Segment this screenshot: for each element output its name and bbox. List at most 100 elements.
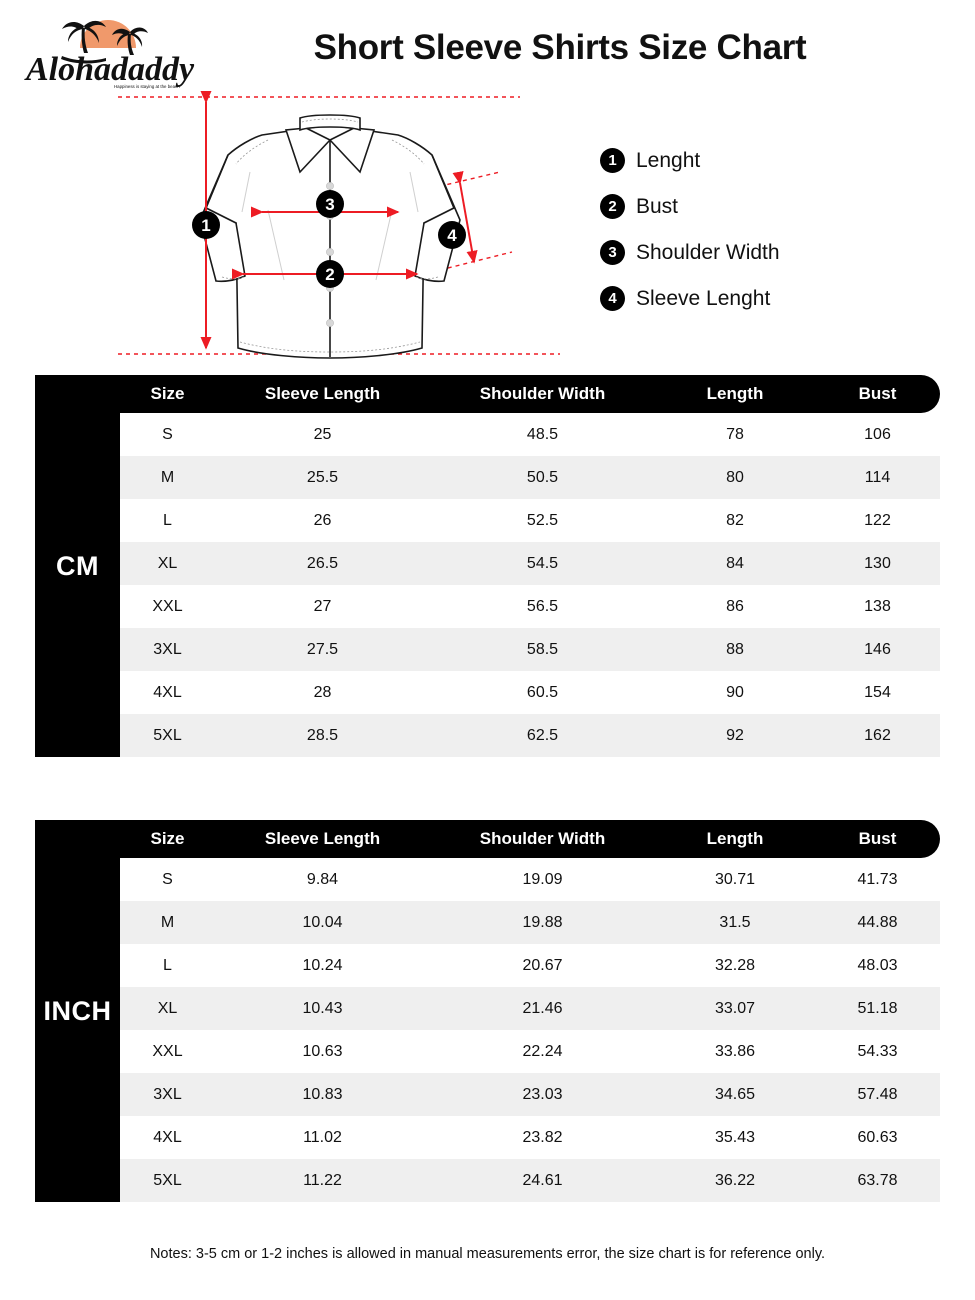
- cell-length: 84: [655, 542, 815, 585]
- header-size-cm: Size: [120, 375, 215, 413]
- cell-bust: 154: [815, 671, 940, 714]
- cell-sleeve: 10.83: [215, 1073, 430, 1116]
- cell-size: M: [120, 901, 215, 944]
- size-table-cm: CM Size Sleeve Length Shoulder Width Len…: [35, 375, 940, 757]
- header-size-inch: Size: [120, 820, 215, 858]
- cell-shoulder: 20.67: [430, 944, 655, 987]
- table-row: 4XL 28 60.5 90 154: [35, 671, 940, 714]
- cell-sleeve: 27.5: [215, 628, 430, 671]
- diagram-marker-4: 4: [438, 221, 466, 249]
- cell-sleeve: 10.63: [215, 1030, 430, 1073]
- cell-size: 4XL: [120, 671, 215, 714]
- cell-length: 33.07: [655, 987, 815, 1030]
- cell-bust: 162: [815, 714, 940, 757]
- header-sleeve-cm: Sleeve Length: [215, 375, 430, 413]
- legend-badge-2: 2: [600, 194, 625, 219]
- table-row: 3XL 10.83 23.03 34.65 57.48: [35, 1073, 940, 1116]
- table-row: XL 26.5 54.5 84 130: [35, 542, 940, 585]
- brand-tagline: Happiness is staying at the beach: [114, 84, 180, 89]
- guide-sleeve-top: [423, 171, 501, 191]
- cell-bust: 57.48: [815, 1073, 940, 1116]
- cell-size: 5XL: [120, 1159, 215, 1202]
- cell-bust: 114: [815, 456, 940, 499]
- unit-label-inch: INCH: [35, 820, 120, 1202]
- unit-label-cm: CM: [35, 375, 120, 757]
- table-row: 5XL 28.5 62.5 92 162: [35, 714, 940, 757]
- svg-text:1: 1: [201, 216, 210, 235]
- cell-shoulder: 56.5: [430, 585, 655, 628]
- brand-wordmark: Alohadaddy: [24, 51, 195, 88]
- table-row: XL 10.43 21.46 33.07 51.18: [35, 987, 940, 1030]
- logo-ground-line: [61, 56, 106, 64]
- legend-badge-3: 3: [600, 240, 625, 265]
- cell-sleeve: 10.24: [215, 944, 430, 987]
- diagram-marker-2: 2: [316, 260, 344, 288]
- table-header-row-inch: Size Sleeve Length Shoulder Width Length…: [35, 820, 940, 858]
- table-row: M 10.04 19.88 31.5 44.88: [35, 901, 940, 944]
- cell-sleeve: 28.5: [215, 714, 430, 757]
- cell-bust: 51.18: [815, 987, 940, 1030]
- table-header-row-cm: Size Sleeve Length Shoulder Width Length…: [35, 375, 940, 413]
- cell-length: 32.28: [655, 944, 815, 987]
- cell-sleeve: 26: [215, 499, 430, 542]
- measurement-legend: 1 Lenght 2 Bust 3 Shoulder Width 4 Sleev…: [600, 148, 780, 311]
- cell-length: 78: [655, 413, 815, 456]
- size-table-inch: INCH Size Sleeve Length Shoulder Width L…: [35, 820, 940, 1202]
- cell-bust: 122: [815, 499, 940, 542]
- cell-length: 80: [655, 456, 815, 499]
- cell-size: 4XL: [120, 1116, 215, 1159]
- cell-shoulder: 60.5: [430, 671, 655, 714]
- cell-shoulder: 19.88: [430, 901, 655, 944]
- cell-bust: 48.03: [815, 944, 940, 987]
- cell-sleeve: 10.04: [215, 901, 430, 944]
- cell-length: 31.5: [655, 901, 815, 944]
- cell-shoulder: 48.5: [430, 413, 655, 456]
- legend-badge-4: 4: [600, 286, 625, 311]
- size-table-cm-grid: Size Sleeve Length Shoulder Width Length…: [35, 375, 940, 757]
- cell-length: 90: [655, 671, 815, 714]
- notes-text: Notes: 3-5 cm or 1-2 inches is allowed i…: [149, 1246, 826, 1262]
- cell-sleeve: 10.43: [215, 987, 430, 1030]
- table-row: L 10.24 20.67 32.28 48.03: [35, 944, 940, 987]
- cell-shoulder: 21.46: [430, 987, 655, 1030]
- table-body-inch: S 9.84 19.09 30.71 41.73 M 10.04 19.88 3…: [35, 858, 940, 1202]
- legend-badge-1: 1: [600, 148, 625, 173]
- table-row: S 25 48.5 78 106: [35, 413, 940, 456]
- cell-length: 33.86: [655, 1030, 815, 1073]
- cell-bust: 41.73: [815, 858, 940, 901]
- cell-length: 86: [655, 585, 815, 628]
- table-row: S 9.84 19.09 30.71 41.73: [35, 858, 940, 901]
- cell-sleeve: 11.22: [215, 1159, 430, 1202]
- table-row: XXL 10.63 22.24 33.86 54.33: [35, 1030, 940, 1073]
- cell-size: L: [120, 944, 215, 987]
- table-row: M 25.5 50.5 80 114: [35, 456, 940, 499]
- legend-label-1: Lenght: [636, 148, 701, 172]
- cell-bust: 138: [815, 585, 940, 628]
- cell-length: 92: [655, 714, 815, 757]
- cell-bust: 54.33: [815, 1030, 940, 1073]
- cell-bust: 130: [815, 542, 940, 585]
- page-header: Alohadaddy Happiness is staying at the b…: [0, 0, 975, 95]
- table-row: 5XL 11.22 24.61 36.22 63.78: [35, 1159, 940, 1202]
- header-length-inch: Length: [655, 820, 815, 858]
- cell-size: XXL: [120, 1030, 215, 1073]
- header-bust-cm: Bust: [815, 375, 940, 413]
- legend-item-shoulder-width: 3 Shoulder Width: [600, 240, 780, 265]
- legend-item-sleeve-length: 4 Sleeve Lenght: [600, 286, 780, 311]
- cell-size: M: [120, 456, 215, 499]
- cell-bust: 146: [815, 628, 940, 671]
- brand-logo: Alohadaddy Happiness is staying at the b…: [22, 8, 222, 90]
- cell-length: 30.71: [655, 858, 815, 901]
- cell-sleeve: 28: [215, 671, 430, 714]
- cell-length: 36.22: [655, 1159, 815, 1202]
- palm-tree-left-icon: [62, 20, 106, 53]
- cell-size: XL: [120, 542, 215, 585]
- cell-size: L: [120, 499, 215, 542]
- shirt-outline: [199, 114, 461, 359]
- cell-sleeve: 25.5: [215, 456, 430, 499]
- palm-tree-right-icon: [112, 27, 148, 55]
- cell-bust: 106: [815, 413, 940, 456]
- legend-item-bust: 2 Bust: [600, 194, 780, 219]
- cell-size: XL: [120, 987, 215, 1030]
- cell-shoulder: 52.5: [430, 499, 655, 542]
